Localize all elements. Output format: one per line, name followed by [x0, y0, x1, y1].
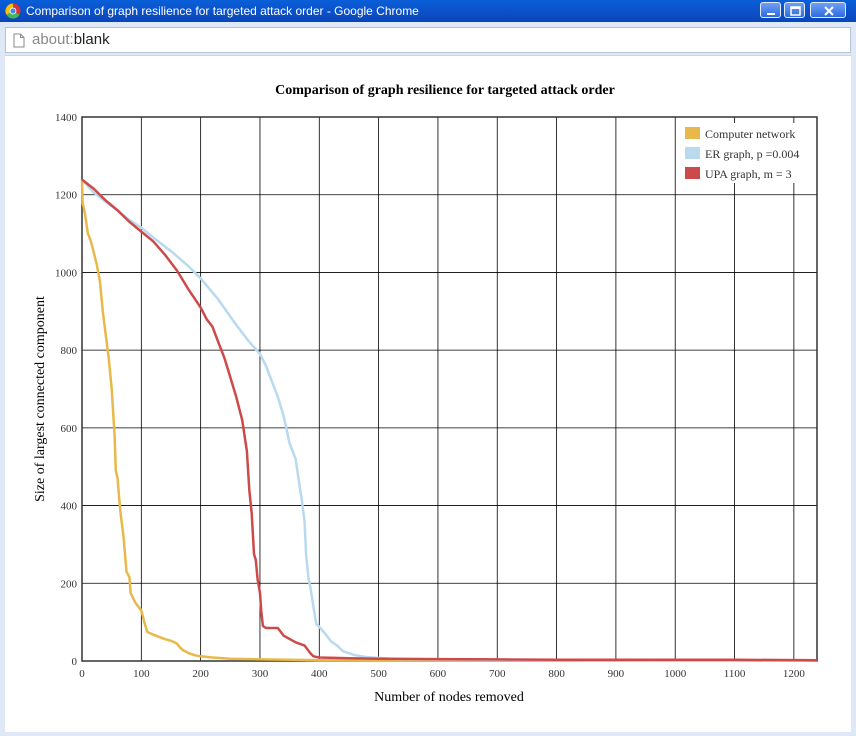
y-tick-label: 1000 — [55, 267, 78, 279]
chart-legend: Computer network ER graph, p =0.004 UPA gr… — [677, 123, 813, 183]
minimize-button[interactable] — [760, 2, 781, 18]
x-axis-label: Number of nodes removed — [374, 690, 524, 705]
maximize-icon — [790, 6, 801, 16]
legend-label: ER graph, p =0.004 — [705, 147, 799, 161]
y-tick-label: 400 — [61, 501, 78, 513]
x-tick-label: 400 — [311, 668, 328, 680]
url-path: blank — [73, 31, 110, 48]
url-scheme: about: — [32, 31, 74, 48]
x-tick-label: 100 — [133, 668, 150, 680]
address-bar[interactable]: about:blank — [5, 27, 851, 53]
resilience-chart: Comparison of graph resilience for targe… — [33, 83, 818, 705]
x-tick-label: 1200 — [783, 668, 806, 680]
minimize-icon — [767, 13, 775, 15]
y-tick-label: 200 — [61, 578, 78, 590]
y-tick-label: 1400 — [55, 112, 78, 124]
chart-grid — [81, 116, 817, 662]
series-line — [81, 178, 817, 662]
plot-frame — [81, 116, 818, 662]
chart-series — [80, 178, 818, 662]
x-tick-label: 900 — [608, 668, 625, 680]
maximize-button[interactable] — [784, 2, 805, 18]
legend-swatch — [685, 147, 700, 159]
x-tick-label: 300 — [252, 668, 269, 680]
address-url[interactable]: about:blank — [32, 31, 110, 48]
legend-swatch — [685, 127, 700, 139]
x-tick-label: 800 — [548, 668, 565, 680]
close-button[interactable] — [810, 2, 846, 18]
chart-title: Comparison of graph resilience for targe… — [275, 83, 615, 98]
y-tick-label: 600 — [61, 423, 78, 435]
series-line — [81, 178, 818, 662]
x-tick-label: 1000 — [664, 668, 687, 680]
x-tick-label: 500 — [370, 668, 387, 680]
x-tick-label: 700 — [489, 668, 506, 680]
page-icon — [13, 33, 25, 52]
x-tick-label: 600 — [430, 668, 447, 680]
series-line — [80, 179, 817, 662]
y-tick-label: 1200 — [55, 190, 78, 202]
y-tick-label: 0 — [72, 656, 78, 668]
legend-swatch — [685, 167, 700, 179]
window-title: Comparison of graph resilience for targe… — [26, 4, 419, 18]
x-tick-label: 1100 — [724, 668, 746, 680]
legend-label: Computer network — [705, 127, 795, 141]
chart-axes: 0 100 200 300 400 500 600 700 800 900 1000 1100 1200… — [55, 112, 818, 680]
legend-label: UPA graph, m = 3 — [705, 167, 792, 181]
window-titlebar: Comparison of graph resilience for targe… — [0, 0, 856, 22]
x-tick-label: 0 — [79, 668, 85, 680]
x-tick-label: 200 — [192, 668, 209, 680]
y-tick-label: 800 — [61, 345, 78, 357]
page-content: Comparison of graph resilience for targe… — [5, 55, 851, 732]
chrome-icon — [5, 3, 21, 19]
close-icon — [824, 6, 834, 16]
y-axis-label: Size of largest connected component — [33, 296, 48, 502]
